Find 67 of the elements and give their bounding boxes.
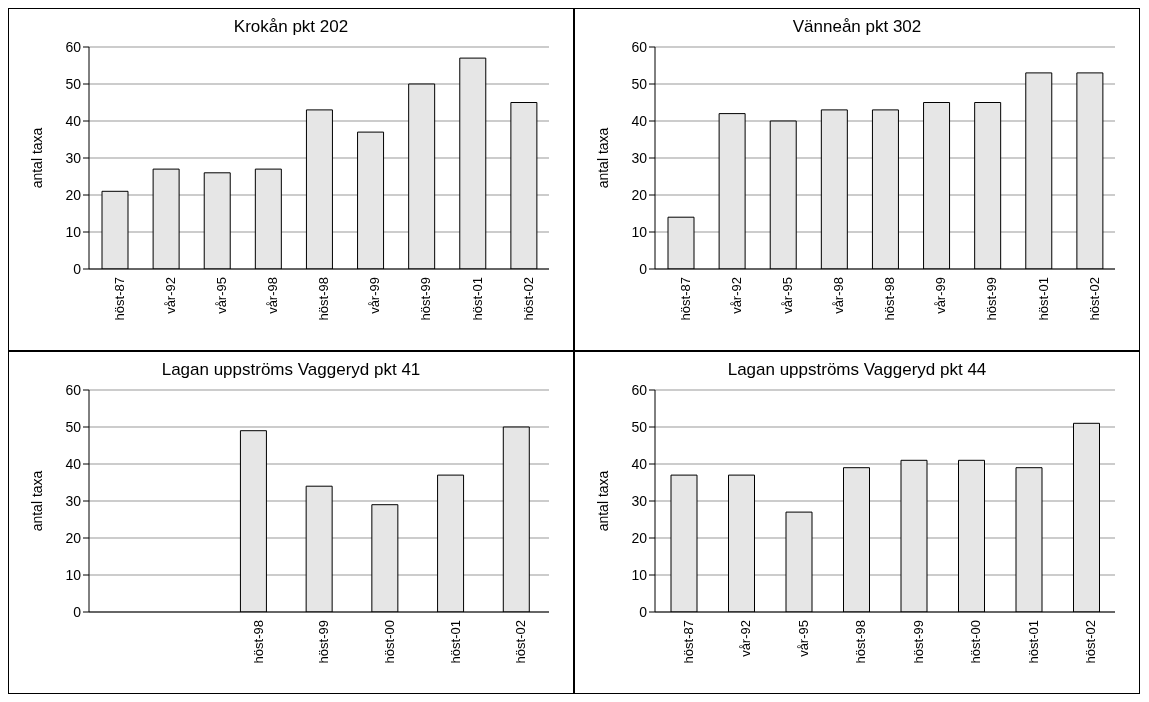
x-tick-label: vår-92 — [162, 277, 178, 314]
y-tick-label: 10 — [631, 566, 648, 583]
y-tick-label: 20 — [631, 186, 648, 203]
y-tick-label: 0 — [639, 603, 648, 620]
y-tick-label: 50 — [631, 75, 648, 92]
y-tick-label: 30 — [631, 149, 648, 166]
x-tick-label: vår-99 — [933, 277, 949, 314]
x-tick-label: höst-99 — [910, 620, 926, 664]
x-tick-label: höst-02 — [1083, 620, 1099, 664]
x-tick-label: höst-01 — [1035, 277, 1051, 321]
y-tick-label: 60 — [65, 38, 82, 55]
y-tick-label: 0 — [73, 260, 82, 277]
x-tick-label: höst-98 — [250, 620, 266, 664]
y-tick-label: 60 — [65, 381, 82, 398]
y-tick-label: 20 — [65, 529, 82, 546]
y-tick-label: 50 — [65, 75, 82, 92]
chart-title: Krokån pkt 202 — [232, 17, 350, 38]
x-tick-label: höst-02 — [513, 620, 529, 664]
x-tick-label: höst-99 — [984, 277, 1000, 321]
x-tick-label: vår-92 — [738, 620, 754, 657]
x-tick-label: höst-01 — [1025, 620, 1041, 664]
x-tick-label: vår-98 — [831, 277, 847, 314]
y-tick-label: 50 — [631, 418, 648, 435]
chart-title: Vänneån pkt 302 — [791, 17, 923, 38]
y-tick-label: 40 — [65, 455, 82, 472]
y-tick-label: 60 — [631, 381, 648, 398]
x-tick-label: höst-98 — [316, 277, 332, 321]
x-tick-label: höst-87 — [677, 277, 693, 321]
x-tick-label: vår-95 — [795, 620, 811, 657]
y-axis-title: antal taxa — [594, 470, 611, 532]
y-tick-label: 40 — [631, 455, 648, 472]
y-tick-label: 50 — [65, 418, 82, 435]
y-tick-label: 30 — [65, 492, 82, 509]
y-tick-label: 40 — [65, 112, 82, 129]
y-tick-label: 20 — [631, 529, 648, 546]
chart-title: Lagan uppströms Vaggeryd pkt 41 — [160, 360, 422, 381]
y-axis-title: antal taxa — [28, 127, 45, 189]
x-tick-label: höst-98 — [882, 277, 898, 321]
y-axis-title: antal taxa — [594, 127, 611, 189]
x-tick-label: höst-99 — [316, 620, 332, 664]
y-tick-label: 10 — [65, 566, 82, 583]
x-tick-label: vår-98 — [265, 277, 281, 314]
x-tick-label: höst-01 — [469, 277, 485, 321]
y-tick-label: 0 — [639, 260, 648, 277]
y-tick-label: 0 — [73, 603, 82, 620]
x-tick-label: höst-01 — [447, 620, 463, 664]
x-tick-label: vår-95 — [214, 277, 230, 314]
x-tick-label: höst-00 — [381, 620, 397, 664]
y-tick-label: 10 — [65, 223, 82, 240]
y-tick-label: 10 — [631, 223, 648, 240]
y-tick-label: 30 — [631, 492, 648, 509]
x-tick-label: höst-00 — [968, 620, 984, 664]
y-tick-label: 40 — [631, 112, 648, 129]
x-tick-label: höst-98 — [853, 620, 869, 664]
y-tick-label: 20 — [65, 186, 82, 203]
x-tick-label: vår-92 — [728, 277, 744, 314]
x-tick-label: höst-87 — [680, 620, 696, 664]
y-tick-label: 60 — [631, 38, 648, 55]
x-tick-label: höst-87 — [111, 277, 127, 321]
x-tick-label: vår-99 — [367, 277, 383, 314]
y-tick-label: 30 — [65, 149, 82, 166]
y-axis-title: antal taxa — [28, 470, 45, 532]
x-tick-label: höst-02 — [1086, 277, 1102, 321]
x-tick-label: höst-02 — [520, 277, 536, 321]
x-tick-label: höst-99 — [418, 277, 434, 321]
chart-title: Lagan uppströms Vaggeryd pkt 44 — [726, 360, 988, 381]
x-tick-label: vår-95 — [780, 277, 796, 314]
